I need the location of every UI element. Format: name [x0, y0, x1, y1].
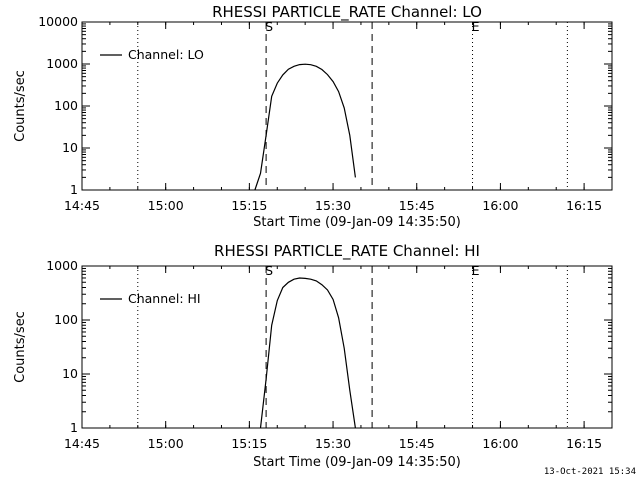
x-tick-label: 15:30	[315, 198, 351, 213]
y-axis-label: Counts/sec	[13, 70, 28, 142]
x-tick-label: 15:00	[148, 198, 184, 213]
x-tick-label: 15:30	[315, 436, 351, 451]
y-tick-label: 10	[62, 366, 78, 381]
series-line	[254, 63, 356, 191]
x-tick-label: 15:15	[231, 436, 267, 451]
marker-s: S	[265, 19, 273, 34]
chart-panel-lo: RHESSI PARTICLE_RATE Channel: LO 1 10 100 10…	[13, 3, 613, 230]
x-tick-label: 14:45	[64, 436, 100, 451]
x-tick-label: 15:45	[399, 436, 435, 451]
marker-e: E	[472, 263, 480, 278]
y-tick-label: 100	[54, 312, 78, 327]
x-tick-label: 16:00	[482, 436, 518, 451]
plot-frame	[81, 265, 613, 429]
y-tick-label: 1	[70, 420, 78, 435]
y-tick-label: 1	[70, 182, 78, 197]
y-tick-label: 1000	[46, 56, 78, 71]
y-tick-label: 1000	[46, 258, 78, 273]
x-tick-label: 16:15	[566, 436, 602, 451]
x-axis-label: Start Time (09-Jan-09 14:35:50)	[253, 455, 461, 470]
x-tick-label: 16:00	[482, 198, 518, 213]
x-tick-label: 15:00	[148, 436, 184, 451]
x-axis-label: Start Time (09-Jan-09 14:35:50)	[253, 215, 461, 230]
y-tick-label: 100	[54, 98, 78, 113]
marker-s: S	[265, 263, 273, 278]
x-tick-label: 16:15	[566, 198, 602, 213]
legend-label: Channel: HI	[128, 291, 201, 306]
y-tick-label: 10000	[38, 14, 78, 29]
x-tick-label: 14:45	[64, 198, 100, 213]
x-tick-label: 15:45	[399, 198, 435, 213]
footer-timestamp: 13-Oct-2021 15:34	[544, 467, 636, 477]
chart-panel-hi: RHESSI PARTICLE_RATE Channel: HI 1 10 100 10…	[13, 242, 613, 470]
y-tick-label: 10	[62, 140, 78, 155]
chart-title: RHESSI PARTICLE_RATE Channel: LO	[212, 3, 482, 22]
x-tick-label: 15:15	[231, 198, 267, 213]
y-axis-label: Counts/sec	[13, 311, 28, 383]
chart-title: RHESSI PARTICLE_RATE Channel: HI	[214, 242, 480, 261]
marker-e: E	[472, 19, 480, 34]
series-line	[259, 277, 356, 429]
legend-label: Channel: LO	[128, 47, 204, 62]
